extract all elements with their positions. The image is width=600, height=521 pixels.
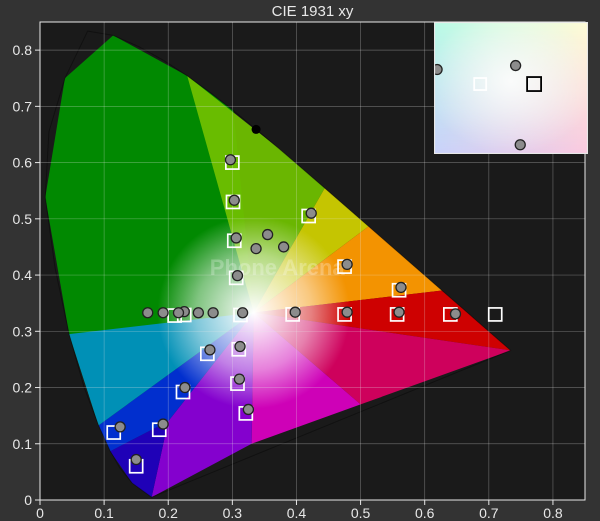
- x-tick-label: 0.4: [287, 505, 307, 521]
- inset-measured-marker: [515, 140, 525, 150]
- measured-marker: [279, 242, 289, 252]
- y-tick-label: 0.2: [13, 380, 33, 396]
- measured-marker: [396, 282, 406, 292]
- measured-marker: [131, 455, 141, 465]
- inset-zoom: [434, 22, 588, 154]
- measured-marker: [450, 309, 460, 319]
- y-tick-label: 0.7: [13, 98, 33, 114]
- measured-marker: [208, 308, 218, 318]
- x-tick-label: 0.5: [351, 505, 371, 521]
- measured-marker: [243, 404, 253, 414]
- spectral-locus-marker: [252, 125, 261, 134]
- x-tick-label: 0.7: [479, 505, 499, 521]
- measured-marker: [342, 307, 352, 317]
- measured-marker: [290, 307, 300, 317]
- measured-marker: [158, 419, 168, 429]
- x-tick-label: 0.2: [159, 505, 179, 521]
- x-tick-label: 0.3: [223, 505, 243, 521]
- measured-marker: [180, 383, 190, 393]
- y-tick-label: 0.3: [13, 323, 33, 339]
- inset-measured-marker: [434, 65, 442, 75]
- measured-marker: [342, 259, 352, 269]
- measured-marker: [235, 341, 245, 351]
- measured-marker: [251, 244, 261, 254]
- measured-marker: [234, 374, 244, 384]
- measured-marker: [263, 230, 273, 240]
- measured-marker: [205, 345, 215, 355]
- inset-measured-marker: [511, 61, 521, 71]
- measured-marker: [394, 307, 404, 317]
- measured-marker: [158, 308, 168, 318]
- measured-marker: [238, 308, 248, 318]
- y-tick-label: 0.4: [13, 267, 33, 283]
- measured-marker: [115, 422, 125, 432]
- x-tick-label: 0: [36, 505, 44, 521]
- y-tick-label: 0.6: [13, 155, 33, 171]
- measured-marker: [229, 195, 239, 205]
- measured-marker: [173, 308, 183, 318]
- y-tick-label: 0.1: [13, 436, 33, 452]
- x-tick-label: 0.8: [543, 505, 563, 521]
- measured-marker: [225, 155, 235, 165]
- y-tick-label: 0.5: [13, 211, 33, 227]
- measured-marker: [143, 308, 153, 318]
- measured-marker: [232, 271, 242, 281]
- y-tick-label: 0: [24, 492, 32, 508]
- chart-title: CIE 1931 xy: [272, 3, 354, 20]
- measured-marker: [193, 308, 203, 318]
- measured-marker: [231, 233, 241, 243]
- y-tick-label: 0.8: [13, 42, 33, 58]
- measured-marker: [306, 208, 316, 218]
- x-tick-label: 0.1: [94, 505, 114, 521]
- chart-figure: Phone Arena00.10.20.30.40.50.60.70.800.1…: [0, 0, 600, 521]
- x-tick-label: 0.6: [415, 505, 435, 521]
